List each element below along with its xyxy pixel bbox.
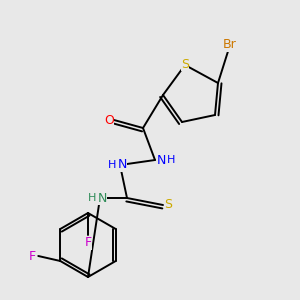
Text: N: N [156,154,166,166]
Text: S: S [164,199,172,212]
Text: Br: Br [223,38,237,52]
Text: N: N [97,191,107,205]
Text: S: S [181,58,189,70]
Text: F: F [29,250,36,262]
Text: F: F [84,236,92,250]
Text: H: H [88,193,96,203]
Text: N: N [117,158,127,172]
Text: O: O [104,113,114,127]
Text: H: H [108,160,116,170]
Text: H: H [167,155,175,165]
